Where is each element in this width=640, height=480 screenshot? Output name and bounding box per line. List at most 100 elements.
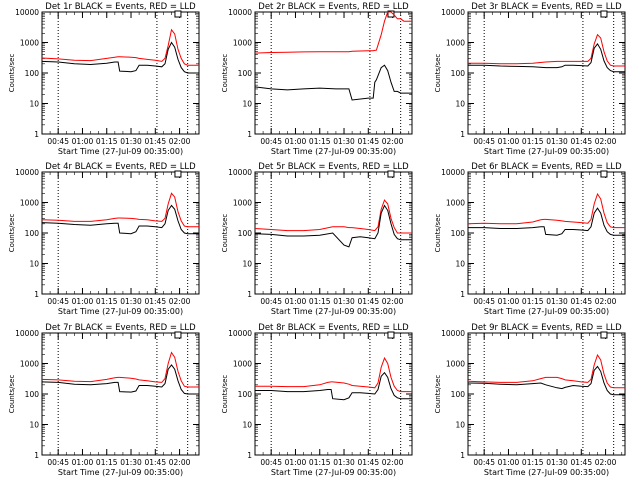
chart-panel-6: Det 6r BLACK = Events, RED = LLD 1 10 100 10… (434, 162, 626, 316)
x-axis-label: Start Time (27-Jul-09 00:35:00) (58, 468, 183, 477)
lld-series-line (41, 351, 199, 388)
y-tick-label: 10 (242, 100, 252, 109)
plot-frame (41, 332, 200, 456)
x-tick-label: 02:00 (169, 297, 191, 306)
lld-series-line (254, 11, 412, 54)
x-tick-label: 01:15 (522, 297, 544, 306)
y-tick-label: 10 (29, 421, 39, 430)
top-box-marker (387, 331, 395, 339)
x-tick-label: 01:00 (285, 137, 307, 146)
y-tick-label: 10000 (441, 329, 465, 338)
plot-frame (254, 171, 413, 295)
x-tick-label: 01:30 (120, 458, 142, 467)
x-tick-label: 01:00 (285, 297, 307, 306)
chart-title: Det 7r BLACK = Events, RED = LLD (45, 323, 196, 333)
chart-panel-9: Det 9r BLACK = Events, RED = LLD 1 10 100 10… (434, 323, 626, 477)
y-tick-label: 10 (455, 260, 465, 269)
x-tick-label: 01:00 (72, 297, 94, 306)
x-tick-label: 01:30 (333, 137, 355, 146)
y-tick-label: 100 (238, 229, 253, 238)
x-tick-label: 02:00 (595, 137, 617, 146)
y-tick-label: 1000 (446, 360, 465, 369)
lld-series-line (468, 33, 625, 67)
y-tick-label: 1 (34, 451, 39, 460)
x-tick-label: 01:45 (357, 297, 379, 306)
chart-title: Det 3r BLACK = Events, RED = LLD (471, 2, 622, 12)
lld-series-line (467, 192, 625, 229)
top-box-marker (600, 10, 608, 18)
y-tick-label: 1000 (20, 199, 39, 208)
x-axis-label: Start Time (27-Jul-09 00:35:00) (271, 147, 396, 156)
y-tick-label: 100 (451, 390, 466, 399)
y-tick-label: 10000 (228, 168, 252, 177)
x-tick-label: 02:00 (382, 458, 404, 467)
x-tick-label: 01:30 (546, 458, 568, 467)
y-tick-label: 10 (242, 421, 252, 430)
y-tick-label: 10 (242, 260, 252, 269)
y-tick-label: 100 (25, 69, 40, 78)
y-tick-label: 10000 (228, 329, 252, 338)
x-tick-label: 00:45 (473, 297, 495, 306)
events-series-line (41, 364, 199, 395)
y-axis-label: Counts/sec (8, 375, 16, 414)
x-tick-label: 01:30 (546, 137, 568, 146)
events-series-line (467, 365, 625, 396)
y-tick-label: 100 (451, 69, 466, 78)
x-tick-label: 00:45 (47, 297, 69, 306)
y-tick-label: 1 (460, 130, 465, 139)
chart-title: Det 1r BLACK = Events, RED = LLD (45, 2, 196, 12)
top-box-marker (174, 10, 182, 18)
events-series-line (41, 204, 199, 235)
x-tick-label: 00:45 (260, 297, 282, 306)
x-tick-label: 00:45 (260, 458, 282, 467)
chart-panel-5: Det 5r BLACK = Events, RED = LLD 1 10 100 10… (221, 162, 413, 316)
y-tick-label: 1000 (233, 360, 252, 369)
chart-title: Det 4r BLACK = Events, RED = LLD (45, 162, 196, 172)
lld-series-line (255, 356, 412, 393)
y-axis-label: Counts/sec (8, 214, 16, 253)
x-tick-label: 01:15 (522, 137, 544, 146)
y-tick-label: 1 (247, 290, 252, 299)
plot-frame (467, 11, 626, 135)
x-tick-label: 02:00 (382, 297, 404, 306)
y-tick-label: 10000 (15, 329, 39, 338)
x-tick-label: 01:30 (546, 297, 568, 306)
events-series-line (255, 371, 412, 401)
y-tick-label: 1000 (233, 199, 252, 208)
y-axis-label: Counts/sec (434, 375, 442, 414)
x-tick-label: 01:00 (498, 137, 520, 146)
x-tick-label: 01:15 (309, 458, 331, 467)
x-tick-label: 01:30 (333, 458, 355, 467)
chart-panel-3: Det 3r BLACK = Events, RED = LLD 1 10 100 10… (434, 2, 626, 156)
x-tick-label: 00:45 (473, 458, 495, 467)
events-series-line (41, 41, 199, 74)
x-tick-label: 02:00 (382, 137, 404, 146)
chart-panel-2: Det 2r BLACK = Events, RED = LLD 1 10 100 10… (221, 2, 413, 156)
y-tick-label: 1000 (20, 360, 39, 369)
chart-panel-8: Det 8r BLACK = Events, RED = LLD 1 10 100 10… (221, 323, 413, 477)
y-axis-label: Counts/sec (221, 375, 229, 414)
x-axis-label: Start Time (27-Jul-09 00:35:00) (484, 307, 609, 316)
events-series-line (468, 207, 625, 236)
x-axis-label: Start Time (27-Jul-09 00:35:00) (58, 147, 183, 156)
x-axis-label: Start Time (27-Jul-09 00:35:00) (271, 468, 396, 477)
chart-title: Det 8r BLACK = Events, RED = LLD (258, 323, 409, 333)
events-series-line (254, 64, 412, 101)
x-tick-label: 01:45 (570, 458, 592, 467)
x-tick-label: 01:45 (144, 137, 166, 146)
y-tick-label: 1 (460, 451, 465, 460)
y-axis-label: Counts/sec (221, 214, 229, 253)
x-tick-label: 01:15 (522, 458, 544, 467)
y-axis-label: Counts/sec (8, 54, 16, 93)
x-tick-label: 01:15 (309, 137, 331, 146)
lld-series-line (41, 192, 199, 228)
y-tick-label: 10000 (441, 8, 465, 17)
x-tick-label: 00:45 (47, 458, 69, 467)
y-tick-label: 100 (451, 229, 466, 238)
chart-title: Det 5r BLACK = Events, RED = LLD (258, 162, 409, 172)
y-axis-label: Counts/sec (221, 54, 229, 93)
plot-frame (41, 11, 200, 135)
chart-title: Det 2r BLACK = Events, RED = LLD (258, 2, 409, 12)
y-tick-label: 100 (25, 229, 40, 238)
